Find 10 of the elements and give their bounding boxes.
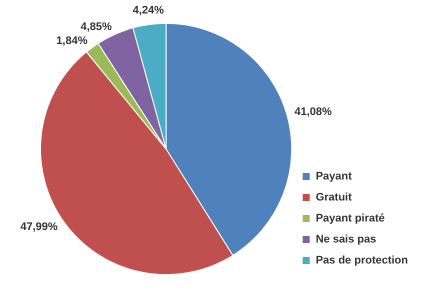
legend-label: Ne sais pas: [316, 234, 376, 246]
data-label: 1,84%: [56, 34, 88, 47]
legend-label: Payant: [316, 170, 352, 183]
data-label: 47,99%: [20, 221, 58, 234]
legend-label: Gratuit: [316, 192, 352, 204]
legend-label: Payant piraté: [316, 212, 385, 225]
data-label: 4,85%: [80, 20, 112, 33]
data-label: 4,24%: [132, 4, 164, 17]
legend-label: Pas de protection: [316, 254, 408, 267]
data-label: 41,08%: [294, 106, 332, 118]
